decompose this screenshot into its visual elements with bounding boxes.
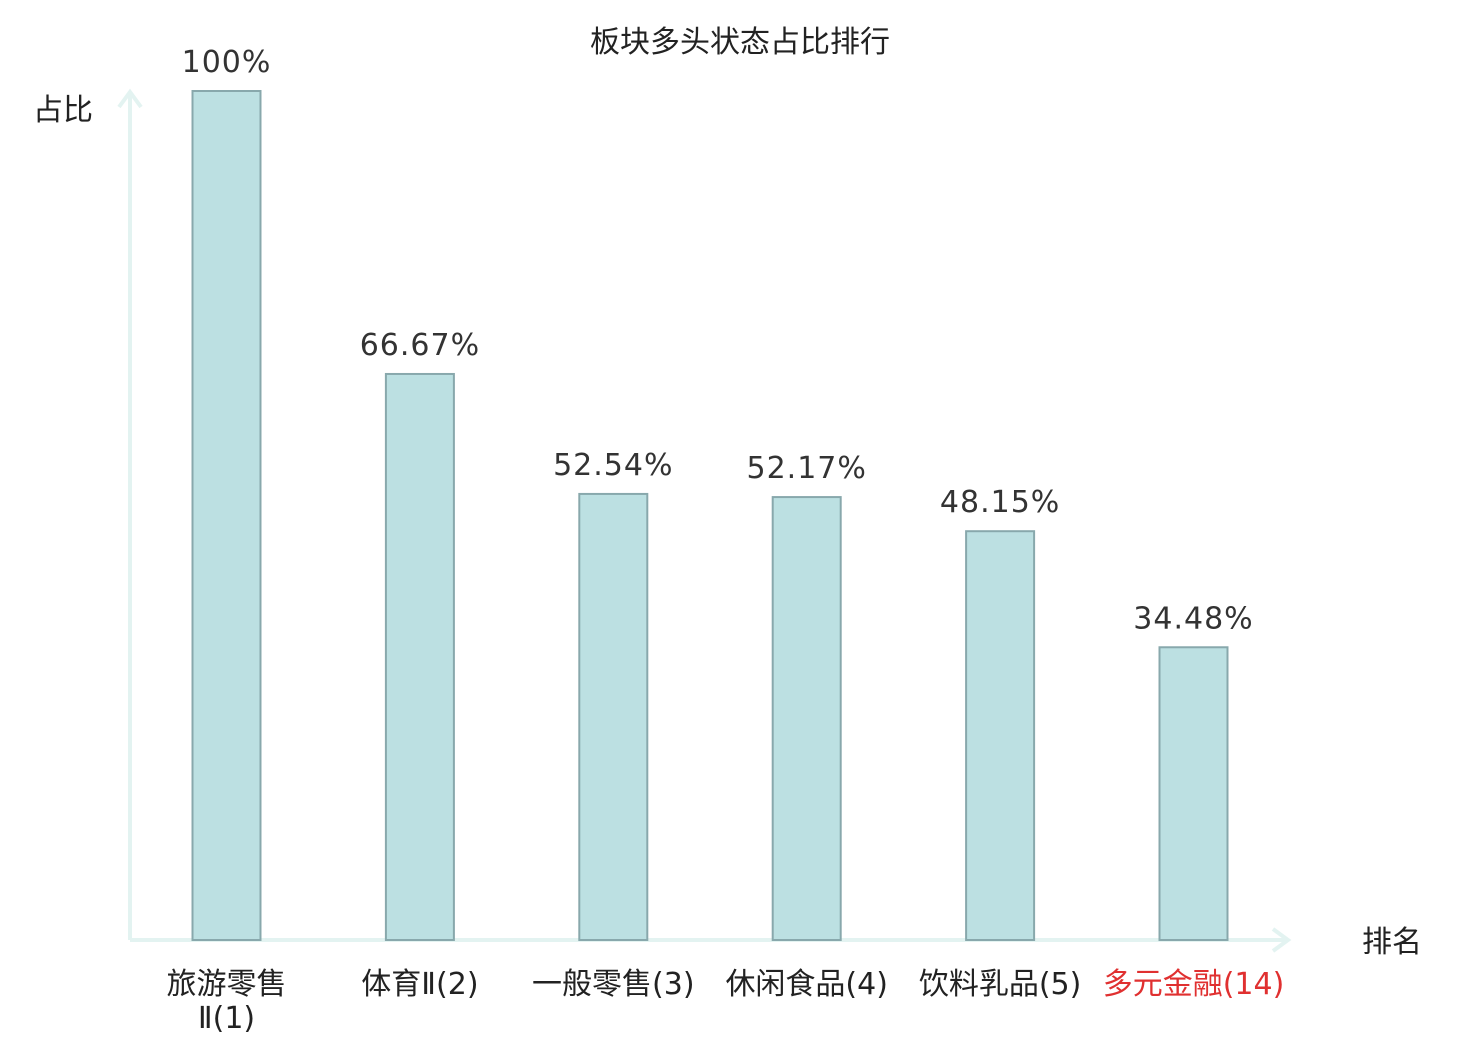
value-label-5: 48.15% [940,485,1060,520]
value-label-4: 52.17% [747,451,867,486]
category-label-2: 体育Ⅱ(2) [361,967,478,1002]
value-label-3: 52.54% [553,448,673,483]
bar-6 [1158,646,1229,941]
x-axis-label: 排名 [1362,925,1422,960]
category-label-1: 旅游零售 Ⅱ(1) [167,967,287,1036]
category-label-5: 饮料乳品(5) [919,967,1082,1002]
y-axis-arrow [117,88,143,109]
value-label-1: 100% [182,45,272,80]
bar-2 [384,372,455,942]
bar-5 [965,530,1036,941]
bar-4 [771,496,842,941]
x-axis-arrow [1271,927,1292,953]
category-label-6: 多元金融(14) [1103,967,1285,1002]
chart-title: 板块多头状态占比排行 [590,25,890,60]
category-labels-group: 旅游零售 Ⅱ(1) 体育Ⅱ(2) 一般零售(3) 休闲食品(4) 饮料乳品(5) 多元金融(… [167,967,1285,1036]
bar-1 [191,90,262,941]
axes [117,88,1292,953]
value-labels-group: 100% 66.67% 52.54% 52.17% 48.15% 34.48% [182,45,1253,636]
bars-group [191,90,1229,942]
category-label-3: 一般零售(3) [532,967,695,1002]
category-label-4: 休闲食品(4) [725,967,888,1002]
y-axis-label: 占比 [33,93,93,128]
value-label-2: 66.67% [360,328,480,363]
value-label-6: 34.48% [1133,601,1253,636]
bar-3 [578,492,649,941]
